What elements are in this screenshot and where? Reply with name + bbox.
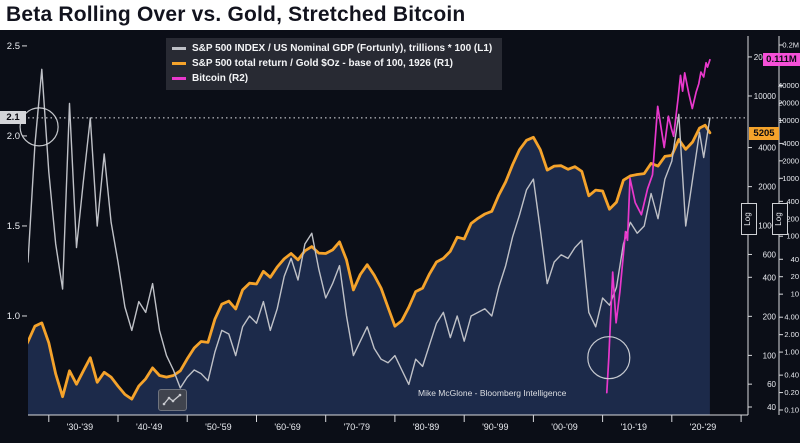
beta-line-swatch <box>172 47 186 50</box>
current-value-badge-bitcoin: 0.111M <box>763 53 800 66</box>
legend-item-beta[interactable]: S&P 500 INDEX / US Nominal GDP (Fortunly… <box>172 41 492 56</box>
svg-text:40000: 40000 <box>778 81 799 90</box>
svg-text:1.0: 1.0 <box>7 311 20 322</box>
area-fill-gold_ratio <box>28 125 710 415</box>
svg-text:10000: 10000 <box>754 92 777 101</box>
svg-text:0.10: 0.10 <box>784 406 799 415</box>
svg-text:40: 40 <box>791 255 799 264</box>
svg-text:1000: 1000 <box>758 222 776 231</box>
log-scale-tag-r1[interactable]: Log <box>741 203 757 235</box>
svg-text:1000: 1000 <box>782 174 799 183</box>
chart-plot[interactable]: 2.52.01.51.02000010000400020001000600400… <box>0 30 800 443</box>
x-axis-labels: '30-'39 '40-'49 '50-'59 '60-'69 '70-'79 '80-'… <box>48 415 742 432</box>
attribution: Mike McGlone - Bloomberg Intelligence <box>418 388 567 398</box>
plot-area[interactable] <box>21 58 748 415</box>
title-bar: Beta Rolling Over vs. Gold, Stretched Bi… <box>0 0 800 30</box>
page-title: Beta Rolling Over vs. Gold, Stretched Bi… <box>6 3 466 26</box>
svg-text:'90-'99: '90-'99 <box>482 422 508 432</box>
y-axis-left-labels: 2.5 2.0 1.5 1.0 <box>7 41 27 322</box>
legend-item-gold-ratio[interactable]: S&P 500 total return / Gold $Oz - base o… <box>172 56 492 71</box>
svg-text:'60-'69: '60-'69 <box>274 422 300 432</box>
current-value-badge-beta: 2.1 <box>0 111 26 124</box>
svg-text:2.5: 2.5 <box>7 41 20 52</box>
series-line-bitcoin <box>605 58 711 394</box>
svg-text:4.00: 4.00 <box>784 313 799 322</box>
chart-settings-button[interactable] <box>158 389 187 411</box>
circle-annotation <box>587 336 631 380</box>
svg-text:'30-'39: '30-'39 <box>67 422 93 432</box>
svg-text:2.0: 2.0 <box>7 131 20 142</box>
circle-annotation <box>19 107 59 147</box>
svg-text:4000: 4000 <box>782 139 799 148</box>
y-axis-right2-labels: 0.2M400002000010000400020001000400200100… <box>778 40 799 414</box>
svg-text:600: 600 <box>763 250 777 259</box>
gold-ratio-line-swatch <box>172 62 186 65</box>
svg-text:'00-'09: '00-'09 <box>551 422 577 432</box>
svg-text:2000: 2000 <box>782 156 799 165</box>
svg-text:10000: 10000 <box>778 116 799 125</box>
axes: 2.52.01.51.02000010000400020001000600400… <box>7 36 799 432</box>
svg-text:200: 200 <box>786 214 799 223</box>
svg-text:200: 200 <box>763 312 777 321</box>
svg-text:0.20: 0.20 <box>784 388 799 397</box>
svg-text:20000: 20000 <box>778 98 799 107</box>
svg-text:400: 400 <box>763 273 777 282</box>
svg-text:2000: 2000 <box>758 183 776 192</box>
svg-text:1.5: 1.5 <box>7 221 20 232</box>
svg-text:'70-'79: '70-'79 <box>344 422 370 432</box>
svg-text:'80-'89: '80-'89 <box>413 422 439 432</box>
svg-text:'20-'29: '20-'29 <box>690 422 716 432</box>
svg-text:400: 400 <box>786 197 799 206</box>
legend-item-bitcoin[interactable]: Bitcoin (R2) <box>172 71 492 86</box>
svg-text:40: 40 <box>767 403 776 412</box>
svg-text:1.00: 1.00 <box>784 348 799 357</box>
svg-text:2.00: 2.00 <box>784 330 799 339</box>
svg-text:0.40: 0.40 <box>784 371 799 380</box>
svg-text:20: 20 <box>791 272 799 281</box>
svg-text:4000: 4000 <box>758 144 776 153</box>
svg-text:100: 100 <box>763 351 777 360</box>
svg-text:0.2M: 0.2M <box>782 40 799 49</box>
svg-text:'40-'49: '40-'49 <box>136 422 162 432</box>
series-line-gold_ratio <box>28 123 712 401</box>
legend: S&P 500 INDEX / US Nominal GDP (Fortunly… <box>166 38 503 90</box>
current-value-badge-gold-ratio: 5205 <box>749 127 779 140</box>
svg-text:100: 100 <box>786 232 799 241</box>
series-line-beta <box>28 68 711 389</box>
legend-label: S&P 500 total return / Gold $Oz - base o… <box>192 58 454 69</box>
line-chart-icon <box>162 393 182 406</box>
svg-text:'50-'59: '50-'59 <box>205 422 231 432</box>
legend-label: Bitcoin (R2) <box>192 73 249 84</box>
bitcoin-line-swatch <box>172 77 186 80</box>
svg-text:10: 10 <box>791 290 799 299</box>
log-scale-tag-r2[interactable]: Log <box>772 203 788 235</box>
svg-text:'10-'19: '10-'19 <box>621 422 647 432</box>
legend-label: S&P 500 INDEX / US Nominal GDP (Fortunly… <box>192 43 493 54</box>
svg-text:60: 60 <box>767 380 776 389</box>
